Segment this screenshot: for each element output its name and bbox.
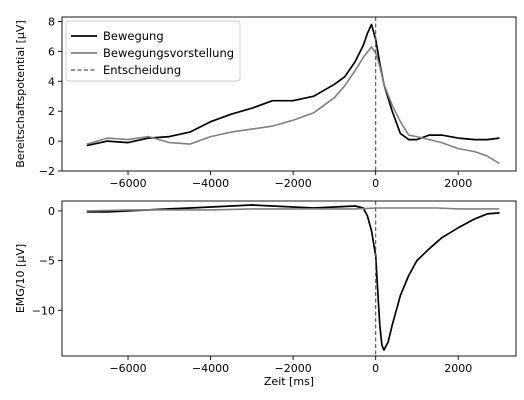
axes-frame: [61, 16, 517, 172]
legend-label-entscheidung: Entscheidung: [103, 63, 181, 77]
series-line-bewegungsvorstellung: [86, 46, 500, 165]
y-tick-label: 6: [48, 45, 55, 58]
x-tick-label: 0: [372, 177, 379, 190]
y-tick-label: −2: [39, 165, 55, 178]
x-tick-label: −4000: [192, 362, 229, 375]
series-line-bewegungsvorstellung: [86, 207, 500, 212]
series-line-bewegung: [86, 23, 500, 147]
bereitschaftspotential-plot: −6000 −4000 −2000 0 2000 −2 0 2 4 6 8 Bereitschafts…: [14, 15, 517, 190]
y-axis-label: EMG/10 [µV]: [14, 244, 27, 313]
legend-frame: [65, 20, 241, 82]
y-tick-label: 8: [48, 15, 55, 28]
x-tick-label: −6000: [109, 177, 146, 190]
y-axis-label: Bereitschaftspotential [µV]: [14, 20, 27, 167]
x-tick-label: 2000: [444, 177, 472, 190]
legend-label-bewegung: Bewegung: [103, 29, 164, 43]
x-tick-label: −2000: [275, 362, 312, 375]
y-tick-label: 0: [48, 135, 55, 148]
x-tick-label: 0: [372, 362, 379, 375]
axes-frame: [61, 200, 517, 357]
legend: Bewegung Bewegungsvorstellung Entscheidung: [65, 20, 241, 82]
x-tick-label: 2000: [444, 362, 472, 375]
y-tick-label: 2: [48, 105, 55, 118]
y-tick-label: −5: [39, 255, 55, 268]
y-tick-label: 4: [48, 75, 55, 88]
legend-label-bewegungsvorstellung: Bewegungsvorstellung: [103, 46, 234, 60]
emg-plot: −6000 −4000 −2000 0 2000 −10 −5 0 EMG/10 [µV] Zei…: [14, 200, 517, 388]
x-tick-label: −6000: [109, 362, 146, 375]
x-axis-label: Zeit [ms]: [264, 375, 314, 388]
x-tick-label: −2000: [275, 177, 312, 190]
series-line-bewegung: [86, 204, 500, 351]
y-tick-label: −10: [32, 304, 55, 317]
x-tick-label: −4000: [192, 177, 229, 190]
y-tick-label: 0: [48, 205, 55, 218]
